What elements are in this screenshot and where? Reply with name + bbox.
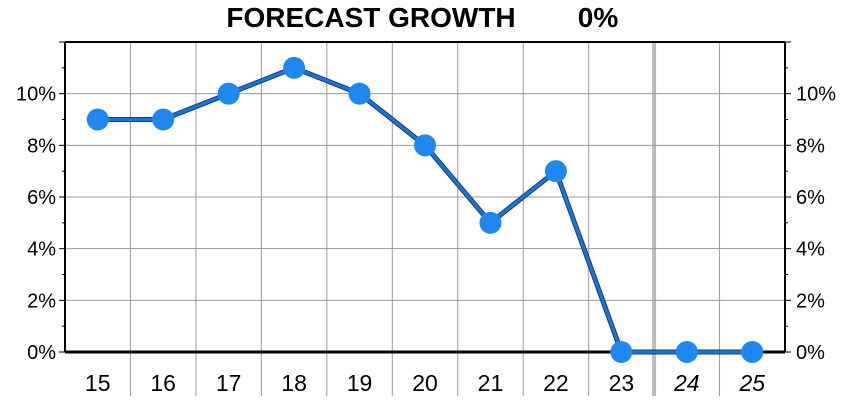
x-tick-label: 15 bbox=[85, 370, 111, 396]
x-tick-label: 24 bbox=[673, 370, 700, 396]
data-point bbox=[544, 160, 567, 183]
x-tick-label: 18 bbox=[281, 370, 307, 396]
y-tick-label-right: 10% bbox=[796, 84, 836, 106]
y-tick-label-left: 10% bbox=[16, 84, 56, 106]
y-tick-label-left: 0% bbox=[27, 342, 56, 364]
data-point bbox=[675, 341, 698, 363]
data-point bbox=[217, 82, 240, 105]
x-tick-label: 25 bbox=[738, 370, 765, 396]
growth-series bbox=[86, 56, 764, 363]
x-tick-label: 23 bbox=[609, 370, 635, 396]
data-point bbox=[741, 341, 764, 363]
y-tick-label-left: 8% bbox=[27, 135, 56, 157]
data-point bbox=[283, 56, 306, 79]
data-point bbox=[479, 211, 502, 234]
y-tick-label-right: 6% bbox=[796, 187, 825, 209]
chart-title-value: 0% bbox=[578, 2, 619, 33]
data-point bbox=[414, 134, 436, 157]
x-tick-label: 20 bbox=[412, 370, 438, 396]
data-point bbox=[86, 108, 109, 131]
chart-title: FORECAST GROWTH bbox=[226, 2, 515, 33]
x-tick-label: 16 bbox=[150, 370, 176, 396]
grid bbox=[64, 41, 786, 396]
y-axis-ticks: 0% 0% 2% 2% 4% 4% 6% 6% 8% 8% 10% 10% bbox=[16, 41, 836, 364]
x-tick-label: 21 bbox=[478, 370, 504, 396]
x-tick-label: 22 bbox=[543, 370, 569, 396]
data-point bbox=[152, 108, 175, 131]
y-tick-label-right: 4% bbox=[796, 239, 825, 261]
y-tick-label-right: 0% bbox=[796, 342, 825, 364]
y-tick-label-right: 2% bbox=[796, 290, 825, 312]
y-tick-label-left: 4% bbox=[27, 239, 56, 261]
y-tick-label-left: 6% bbox=[27, 187, 56, 209]
y-tick-label-right: 8% bbox=[796, 135, 825, 157]
x-tick-label: 17 bbox=[216, 370, 242, 396]
x-tick-label: 19 bbox=[347, 370, 373, 396]
data-point bbox=[348, 82, 371, 105]
data-point bbox=[610, 341, 633, 363]
x-axis-ticks: 15 16 17 18 19 20 21 22 23 24 25 bbox=[85, 370, 765, 396]
y-tick-label-left: 2% bbox=[27, 290, 56, 312]
